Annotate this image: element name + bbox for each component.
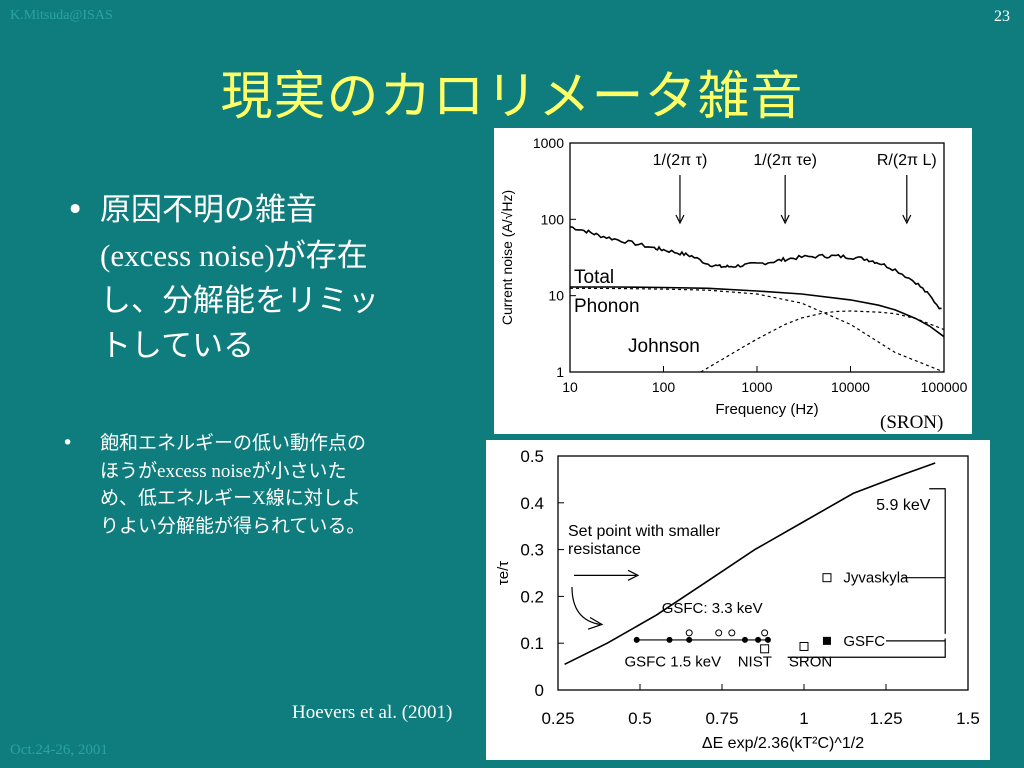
x-tick-label: 10000: [831, 379, 870, 395]
series-line: [700, 310, 945, 373]
series-line: [570, 286, 945, 338]
bullet1-text-a: 原因不明の雑音: [100, 192, 317, 228]
data-point: [686, 636, 693, 643]
x-tick-label: 1.5: [956, 709, 980, 728]
y-tick-label: 10: [548, 288, 564, 304]
series-line: [569, 287, 945, 373]
annotation-label: 1/(2π τ): [653, 152, 708, 169]
bullet2-text-a: 飽和エネルギーの低い動作点のほうが: [100, 432, 367, 482]
annotation-arrowhead: [902, 214, 912, 225]
time-constant-chart: 0.25 0.5 0.75 1 1.25 1.5 0 0.1 0.2 0.3 0.4 0.5 ΔE ex…: [486, 440, 990, 760]
bullet2-text-e: 線に対しよりよい分解能が得られている。: [100, 487, 366, 537]
noise-spectrum-chart: 10 100 1000 10000 100000 1 10 100 1000 Frequency …: [494, 128, 972, 434]
x-tick-label: 100: [652, 379, 676, 395]
x-axis-label: Frequency (Hz): [715, 401, 818, 418]
data-point: [822, 636, 831, 645]
y-tick-label: 0.4: [520, 494, 544, 513]
bullet2-text-b: excess noise: [157, 460, 252, 482]
leader-line: [787, 638, 946, 658]
x-tick-label: 100000: [921, 379, 968, 395]
page-number: 23: [994, 8, 1010, 25]
arrow-head: [587, 616, 604, 630]
y-tick-label: 100: [541, 211, 565, 227]
y-tick-label: 0.2: [520, 587, 544, 606]
series-label-phonon: Phonon: [574, 296, 640, 317]
data-point: [715, 629, 723, 637]
data-point: [755, 636, 762, 643]
x-tick-label: 1: [799, 709, 808, 728]
data-point: [741, 636, 748, 643]
annotation-arrowhead: [780, 214, 790, 225]
plot-frame: [557, 455, 969, 691]
annotation-arrowhead: [675, 214, 685, 225]
source-label: (SRON): [880, 412, 944, 433]
y-tick-label: 0: [535, 681, 544, 700]
annotation-gsfc-3-3kev: GSFC: 3.3 keV: [662, 600, 763, 617]
bullet1-text-c: が存在し、分解能をリミットしている: [100, 238, 379, 364]
slide-title: 現実のカロリメータ雑音: [220, 67, 804, 127]
citation: Hoevers et al. (2001): [292, 702, 453, 723]
data-point: [666, 636, 673, 643]
series-line: [569, 226, 942, 310]
y-tick-label: 1000: [533, 135, 564, 151]
annotation-resistance: resistance: [568, 541, 641, 558]
bullet2-text-d: X: [252, 488, 266, 509]
time-constant-svg: 0.25 0.5 0.75 1 1.25 1.5 0 0.1 0.2 0.3 0.4 0.5 ΔE ex…: [495, 447, 980, 752]
series-label-johnson: Johnson: [628, 336, 700, 357]
bullet-saturation-energy: • 飽和エネルギーの低い動作点のほうがexcess noiseが小さいため、低エ…: [62, 430, 370, 540]
y-tick-label: 1: [556, 364, 564, 380]
y-axis-label: τe/τ: [495, 561, 512, 585]
data-point: [685, 629, 693, 637]
data-point: [728, 629, 736, 637]
data-point: [761, 629, 769, 637]
x-tick-label: 0.75: [705, 709, 738, 728]
annotation-label: R/(2π L): [877, 152, 937, 169]
plot-frame: [569, 142, 945, 373]
bullet-marker: •: [66, 192, 85, 228]
curve-5-9kev: [564, 462, 936, 666]
y-axis-label: Current noise (A/√Hz): [499, 190, 515, 325]
annotation-jyvaskyla: Jyvaskyla: [843, 570, 909, 587]
y-tick-label: 0.3: [520, 541, 544, 560]
annotation-gsfc: GSFC: [843, 633, 885, 650]
x-tick-label: 1000: [741, 379, 772, 395]
annotation-gsfc-1-5kev: GSFC 1.5 keV: [624, 654, 721, 671]
bullet2-text-c: が小さいため、低エネルギー: [100, 459, 347, 510]
annotation-5-9kev: 5.9 keV: [876, 497, 931, 514]
x-tick-label: 0.5: [628, 709, 652, 728]
bullet1-text-b: (excess noise): [100, 238, 275, 273]
y-tick-label: 0.1: [520, 634, 544, 653]
annotation-sron: SRON: [789, 654, 832, 671]
data-point: [764, 636, 771, 643]
data-point: [799, 641, 809, 651]
bullet-excess-noise: • 原因不明の雑音 (excess noise)が存在し、分解能をリミットしている: [66, 188, 380, 369]
noise-spectrum-svg: 10 100 1000 10000 1000001101001000Frequency …: [499, 135, 968, 418]
x-axis-label: ΔE exp/2.36(kT²C)^1/2: [702, 735, 864, 752]
arrow-line: [571, 587, 601, 626]
date-footer: Oct.24-26, 2001: [10, 742, 108, 758]
annotation-label: 1/(2π τe): [753, 152, 817, 169]
x-tick-label: 1.25: [869, 709, 902, 728]
x-tick-label: 0.25: [541, 709, 574, 728]
data-point: [633, 636, 640, 643]
author-label: K.Mitsuda@ISAS: [10, 8, 113, 23]
data-point: [760, 644, 770, 654]
arrow-head: [627, 569, 640, 581]
x-tick-label: 10: [562, 379, 578, 395]
series-label-total: Total: [574, 267, 614, 288]
annotation-set-point: Set point with smaller: [568, 523, 721, 540]
y-tick-label: 0.5: [520, 447, 544, 466]
bullet-marker: •: [62, 432, 74, 454]
annotation-nist: NIST: [738, 654, 772, 671]
leader-line: [929, 488, 946, 634]
data-point: [822, 573, 832, 583]
